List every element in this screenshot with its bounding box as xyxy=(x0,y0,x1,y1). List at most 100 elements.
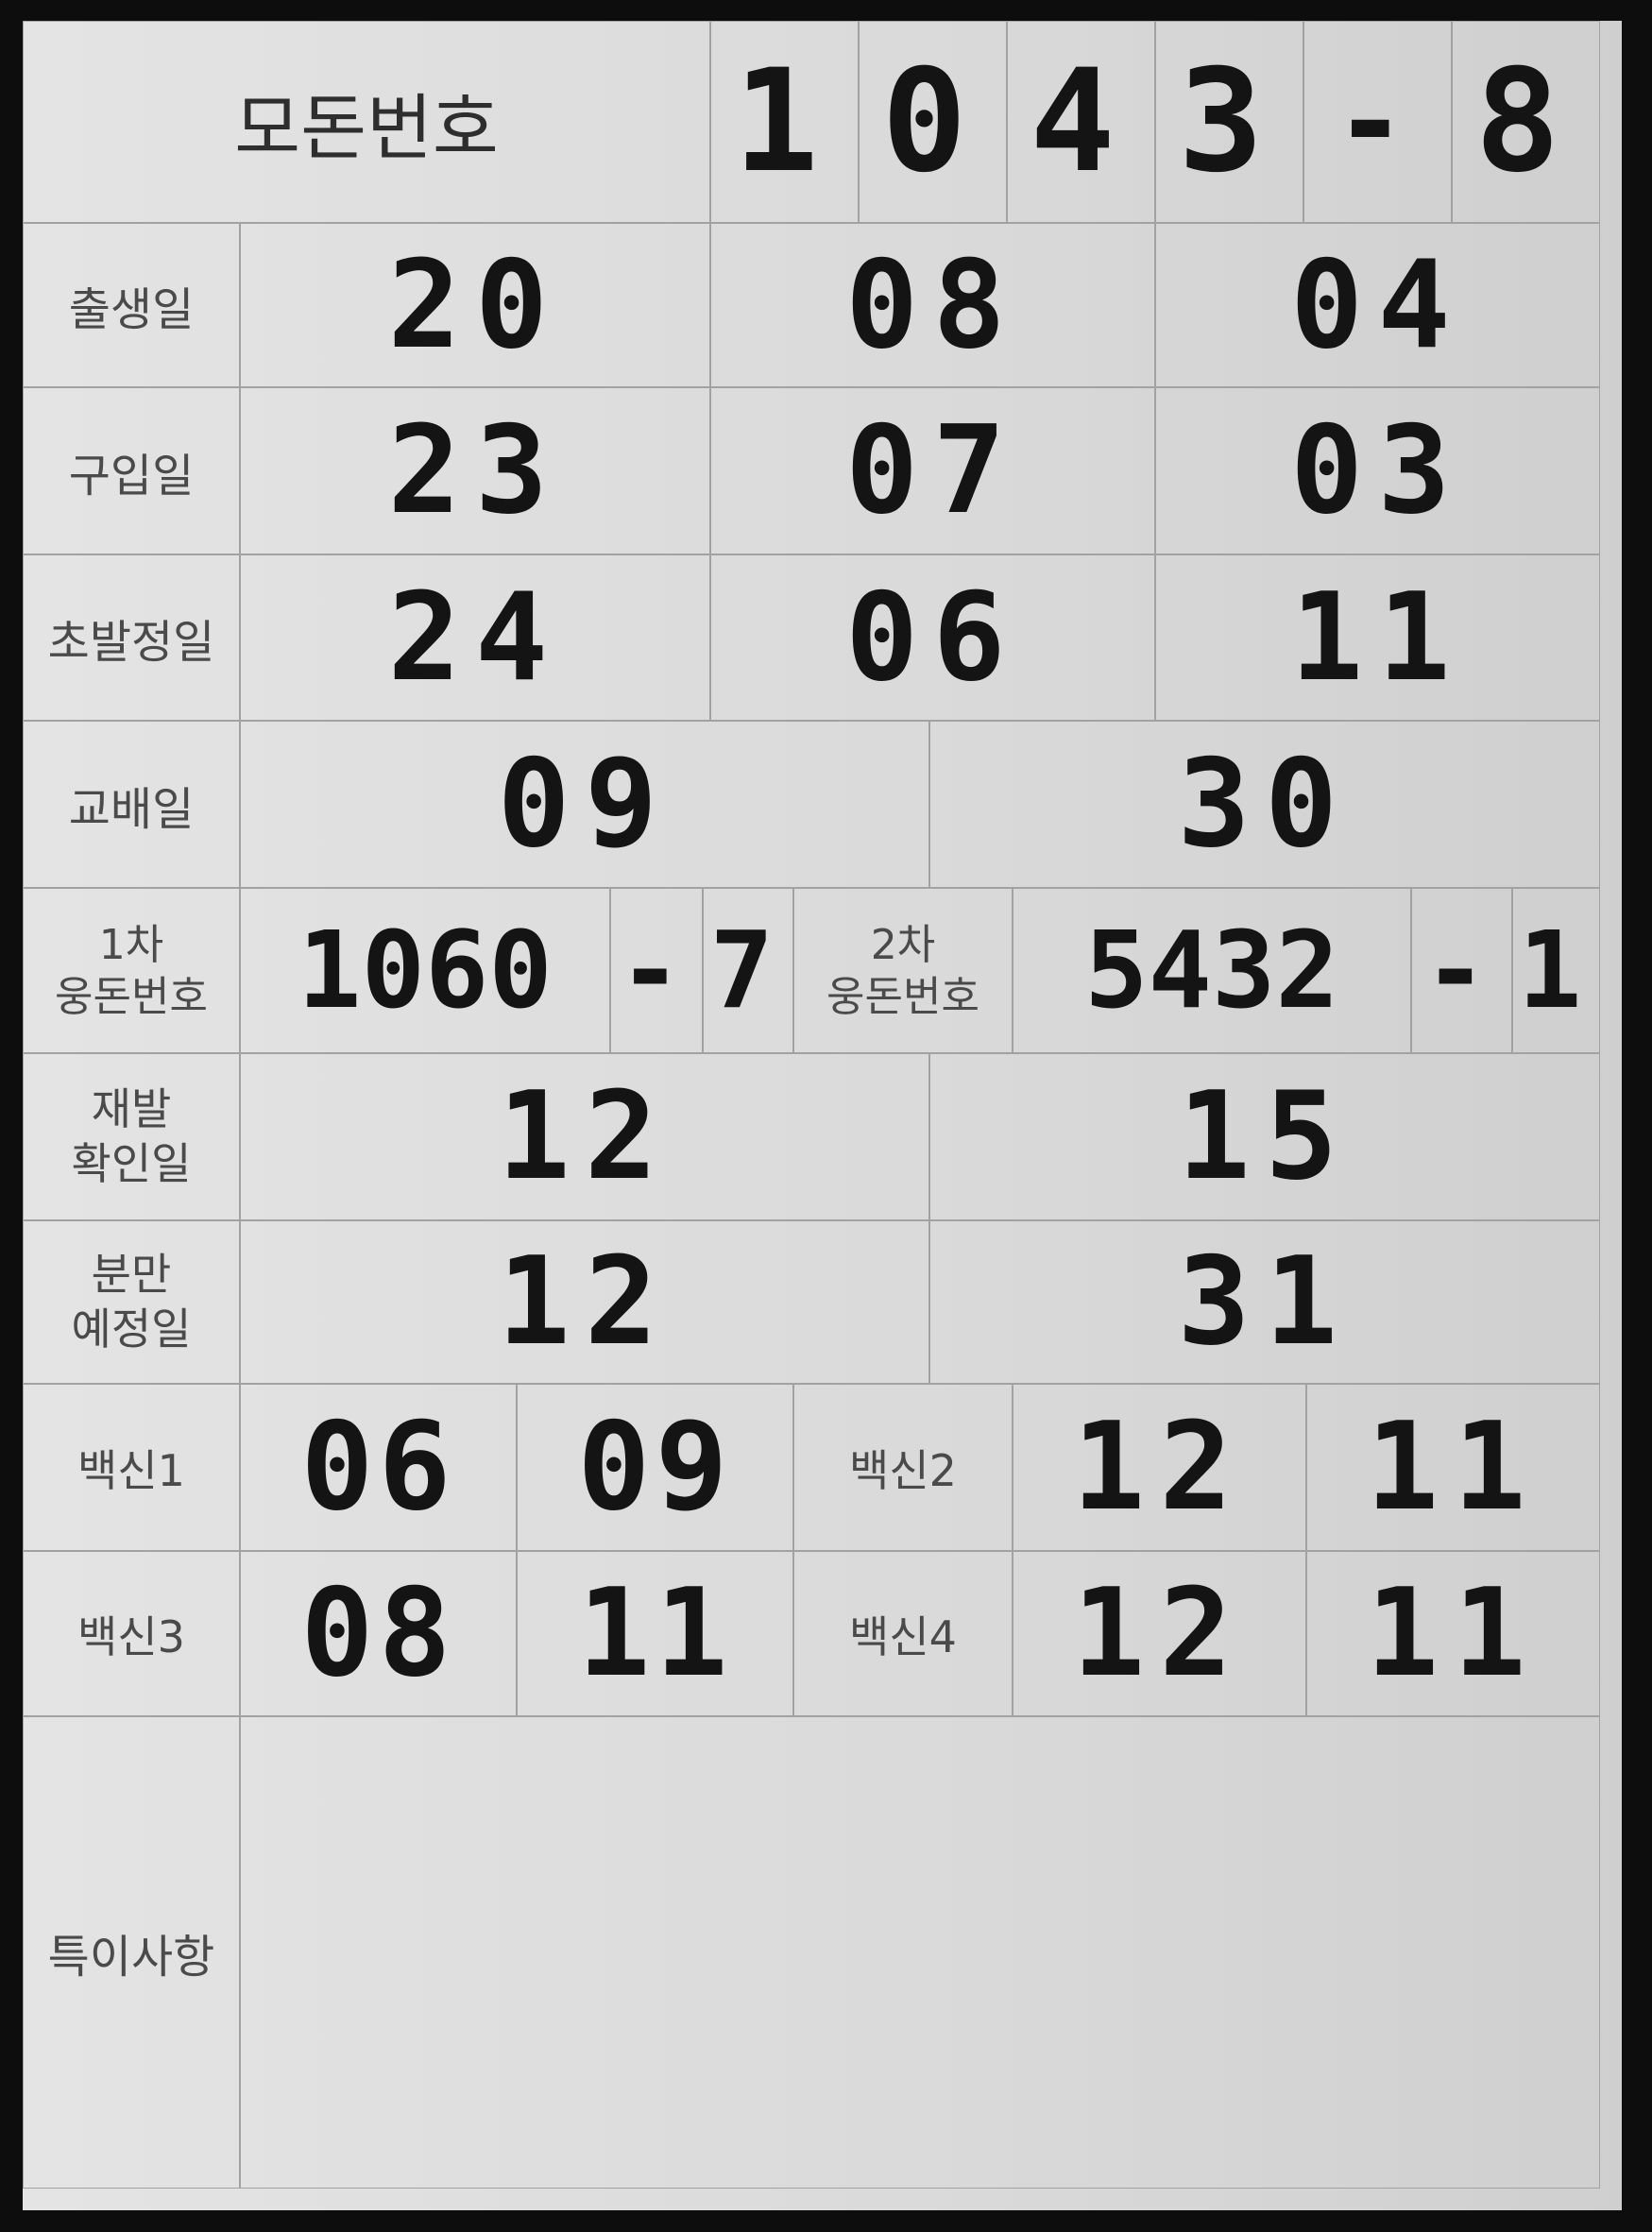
boar1-suffix-cell xyxy=(703,888,793,1053)
purchase-label: 구입일 xyxy=(68,449,195,503)
first-heat-dd-cell xyxy=(1155,554,1600,721)
boar2-label-line1: 2차 xyxy=(870,920,936,969)
first-heat-label-cell xyxy=(23,554,240,721)
boar2-dash: - xyxy=(1423,909,1500,1032)
vaccine2-label: 백신2 xyxy=(849,1444,957,1496)
birth-mm: 08 xyxy=(845,234,1020,376)
birth-dd: 04 xyxy=(1290,234,1465,376)
recheck-label-line1: 재발 xyxy=(91,1083,172,1134)
boar1-label-line1: 1차 xyxy=(98,920,164,969)
recheck-dd: 15 xyxy=(1177,1066,1353,1207)
vaccine1-dd: 09 xyxy=(577,1397,733,1538)
boar2-number-cell xyxy=(1013,888,1411,1053)
sow-digit-cell-4 xyxy=(1155,21,1303,223)
sow-dash: - xyxy=(1334,51,1422,193)
boar1-number: 1060 xyxy=(298,909,553,1032)
sow-suffix-cell xyxy=(1452,21,1600,223)
mating-dd-cell xyxy=(929,721,1600,888)
boar1-label-line2: 웅돈번호 xyxy=(55,972,208,1021)
due-label-cell xyxy=(23,1220,240,1384)
mating-mm-cell xyxy=(240,721,929,888)
first-heat-mm-cell xyxy=(710,554,1155,721)
boar2-number: 5432 xyxy=(1084,909,1339,1032)
recheck-label: 재발 확인일 xyxy=(23,1053,240,1220)
recheck-dd-cell xyxy=(929,1053,1600,1220)
boar2-label-cell xyxy=(793,888,1013,1053)
boar1-label: 1차 웅돈번호 xyxy=(23,888,240,1053)
vaccine3-label-cell xyxy=(23,1551,240,1716)
sow-digit-cell-3 xyxy=(1007,21,1155,223)
purchase-dd: 03 xyxy=(1290,400,1465,541)
first-heat-dd: 11 xyxy=(1290,567,1465,708)
vaccine1-dd-cell xyxy=(517,1384,793,1551)
first-heat-yy: 24 xyxy=(387,567,563,708)
sow-suffix: 8 xyxy=(1474,40,1577,204)
purchase-dd-cell xyxy=(1155,387,1600,554)
first-heat-yy-cell xyxy=(240,554,710,721)
vaccine4-mm: 12 xyxy=(1072,1563,1247,1704)
vaccine3-dd: 11 xyxy=(577,1563,733,1704)
notes-field-cell xyxy=(240,1716,1600,2189)
vaccine3-label: 백신3 xyxy=(77,1610,185,1662)
purchase-label-cell xyxy=(23,387,240,554)
vaccine4-label: 백신4 xyxy=(849,1610,957,1662)
boar1-number-cell xyxy=(240,888,610,1053)
notes-label-cell xyxy=(23,1716,240,2189)
vaccine3-mm: 08 xyxy=(300,1563,456,1704)
sow-digit-cell-2 xyxy=(859,21,1007,223)
mating-label: 교배일 xyxy=(68,782,195,836)
vaccine4-dd: 11 xyxy=(1366,1563,1541,1704)
vaccine1-mm: 06 xyxy=(300,1397,456,1538)
boar1-label-cell xyxy=(23,888,240,1053)
boar1-dash-cell xyxy=(610,888,703,1053)
vaccine1-label-cell xyxy=(23,1384,240,1551)
first-heat-mm: 06 xyxy=(845,567,1020,708)
sow-digit-3: 4 xyxy=(1030,40,1133,204)
vaccine4-dd-cell xyxy=(1306,1551,1600,1716)
boar2-label: 2차 웅돈번호 xyxy=(793,888,1013,1053)
birth-label-cell xyxy=(23,223,240,387)
sow-digit-1: 1 xyxy=(733,40,836,204)
vaccine4-label-cell xyxy=(793,1551,1013,1716)
vaccine1-mm-cell xyxy=(240,1384,517,1551)
due-label-line2: 예정일 xyxy=(71,1303,192,1355)
birth-label: 출생일 xyxy=(68,283,195,336)
due-mm: 12 xyxy=(497,1232,673,1372)
boar2-suffix: 1 xyxy=(1518,909,1594,1032)
purchase-yy-cell xyxy=(240,387,710,554)
notes-label: 특이사항 xyxy=(47,1931,215,1984)
mating-label-cell xyxy=(23,721,240,888)
vaccine4-mm-cell xyxy=(1013,1551,1306,1716)
boar1-dash: - xyxy=(618,909,695,1032)
boar2-dash-cell xyxy=(1411,888,1512,1053)
vaccine2-mm-cell xyxy=(1013,1384,1306,1551)
purchase-mm-cell xyxy=(710,387,1155,554)
recheck-mm: 12 xyxy=(497,1066,673,1207)
vaccine2-mm: 12 xyxy=(1072,1397,1247,1538)
sow-number-label: 모돈번호 xyxy=(234,86,499,170)
due-dd-cell xyxy=(929,1220,1600,1384)
sow-digit-2: 0 xyxy=(881,40,984,204)
first-heat-label: 초발정일 xyxy=(47,616,215,669)
boar2-suffix-cell xyxy=(1512,888,1600,1053)
sow-record-card: 모돈번호 1 0 4 3 - 8 출생일 20 08 04 구입일 23 07 … xyxy=(23,21,1622,2210)
mating-mm: 09 xyxy=(497,734,673,875)
sow-digit-4: 3 xyxy=(1178,40,1281,204)
mating-dd: 30 xyxy=(1177,734,1353,875)
due-dd: 31 xyxy=(1177,1232,1353,1372)
recheck-label-line2: 확인일 xyxy=(71,1137,192,1189)
birth-mm-cell xyxy=(710,223,1155,387)
birth-yy-cell xyxy=(240,223,710,387)
sow-dash-cell xyxy=(1303,21,1452,223)
vaccine2-label-cell xyxy=(793,1384,1013,1551)
vaccine1-label: 백신1 xyxy=(77,1444,185,1496)
boar2-label-line2: 웅돈번호 xyxy=(826,972,979,1021)
purchase-mm: 07 xyxy=(845,400,1020,541)
vaccine2-dd: 11 xyxy=(1366,1397,1541,1538)
header-label-cell xyxy=(23,21,710,223)
recheck-mm-cell xyxy=(240,1053,929,1220)
boar1-suffix: 7 xyxy=(709,909,787,1032)
birth-dd-cell xyxy=(1155,223,1600,387)
recheck-label-cell xyxy=(23,1053,240,1220)
sow-digit-cell-1 xyxy=(710,21,859,223)
